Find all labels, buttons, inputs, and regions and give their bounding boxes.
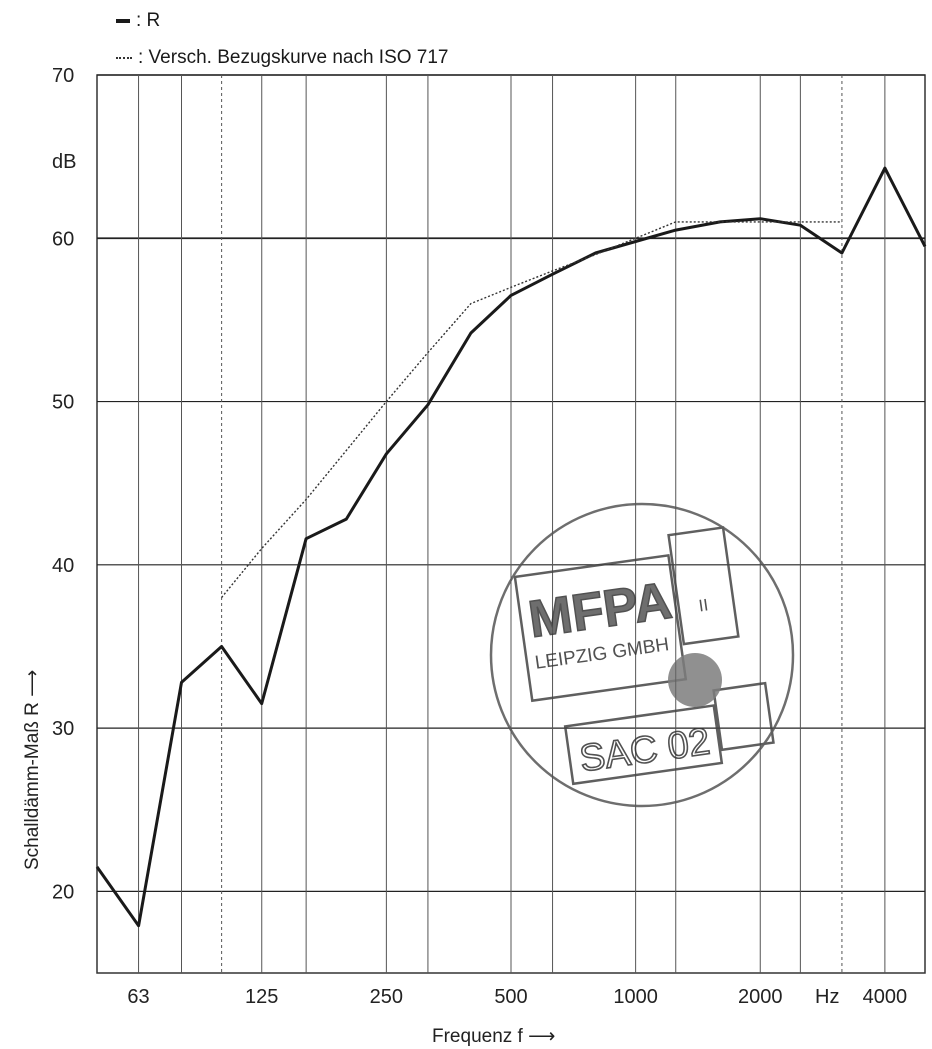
x-tick-label: 1000: [613, 986, 658, 1008]
legend-swatch-dotted: [116, 57, 132, 59]
x-tick-label: 500: [494, 986, 527, 1008]
y-tick-label: 40: [52, 555, 74, 577]
series: [95, 166, 927, 928]
y-unit-label: dB: [52, 151, 76, 173]
legend-swatch-solid: [116, 19, 130, 23]
x-tick-label: 2000: [738, 986, 783, 1008]
y-tick-label: 70: [52, 65, 74, 87]
y-axis-title: Schalldämm-Maß R ⟶: [22, 670, 43, 870]
x-tick-label: 250: [370, 986, 403, 1008]
legend-label-reference: : Versch. Bezugskurve nach ISO 717: [138, 47, 449, 68]
x-tick-label: 63: [127, 986, 149, 1008]
y-tick-label: 30: [52, 718, 74, 740]
labels: dB Hz Frequenz f ⟶ Schalldämm-Maß R ⟶ 20…: [22, 65, 907, 1047]
x-tick-label: 125: [245, 986, 278, 1008]
stamp-code: SAC 02: [577, 721, 713, 781]
legend-label-r: : R: [136, 10, 161, 31]
y-tick-label: 60: [52, 228, 74, 250]
series-line-reference: [221, 221, 842, 598]
grid: [96, 74, 926, 974]
legend-item-r: : R: [116, 10, 160, 32]
y-tick-label: 20: [52, 881, 74, 903]
x-unit-label: Hz: [815, 986, 839, 1008]
x-axis-title: Frequenz f ⟶: [432, 1026, 555, 1047]
stamp-seal-dot: [668, 653, 722, 707]
legend-item-reference: : Versch. Bezugskurve nach ISO 717: [116, 47, 449, 69]
stamp-dept: II: [697, 595, 709, 615]
x-tick-label: 4000: [863, 986, 908, 1008]
certification-stamp: MFPA LEIPZIG GMBH II SAC 02: [489, 502, 795, 808]
y-tick-label: 50: [52, 392, 74, 414]
